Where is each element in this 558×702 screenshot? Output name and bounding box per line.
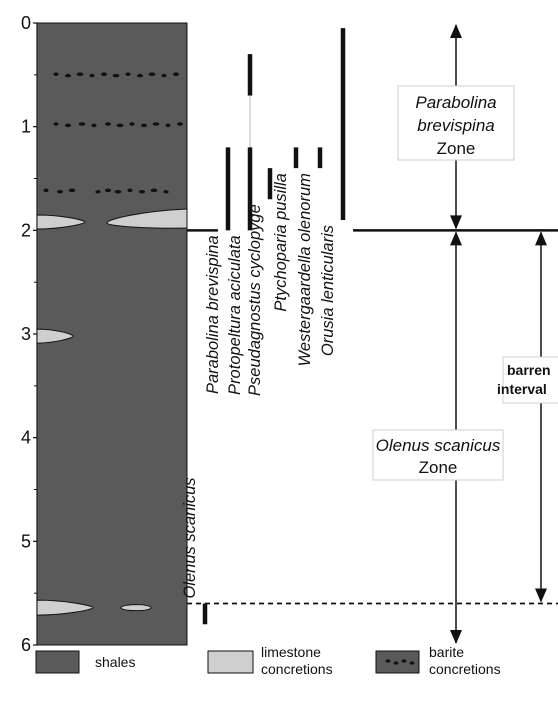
barite-nodule bbox=[139, 189, 145, 194]
taxon-label-olenus-scanicus: Olenus scanicus bbox=[181, 477, 199, 598]
barite-nodule bbox=[89, 73, 95, 78]
barite-nodule bbox=[105, 188, 111, 193]
zone-name: Olenus scanicus bbox=[376, 436, 501, 455]
taxon-label-pseudagnostus-cyclopyge: Pseudagnostus cyclopyge bbox=[246, 204, 264, 396]
barite-nodule bbox=[53, 122, 59, 126]
barite-nodule bbox=[163, 189, 169, 194]
arrow-head bbox=[450, 215, 462, 230]
barite-nodule bbox=[152, 122, 160, 126]
barren-label-line1: barren bbox=[507, 362, 551, 378]
legend-label-limestone-line1: limestone bbox=[261, 644, 321, 660]
taxon-label-orusia-lenticularis: Orusia lenticularis bbox=[319, 225, 337, 356]
legend-barite-dot bbox=[385, 659, 391, 663]
arrow-head bbox=[450, 231, 462, 246]
legend-barite-dot bbox=[409, 661, 415, 665]
arrow-head bbox=[450, 24, 462, 38]
taxon-label-parabolina-brevispina: Parabolina brevispina bbox=[204, 235, 222, 394]
barite-nodule bbox=[68, 188, 76, 193]
axis-tick-label: 4 bbox=[21, 428, 31, 448]
barite-nodule bbox=[137, 73, 143, 78]
zone-arrows: Parabolina brevispina Zone Olenus scanicus Z… bbox=[372, 24, 515, 644]
depth-axis: 0 1 2 3 4 5 6 bbox=[21, 13, 38, 655]
axis-tick-label: 1 bbox=[21, 117, 31, 137]
barite-nodule bbox=[173, 72, 179, 77]
barite-nodule bbox=[101, 72, 107, 77]
axis-tick-label: 6 bbox=[21, 635, 31, 655]
barite-nodule bbox=[105, 122, 111, 126]
barite-nodule bbox=[127, 188, 133, 193]
limestone-concretion bbox=[36, 214, 86, 230]
legend-label-barite-line1: barite bbox=[429, 644, 464, 660]
barite-nodule bbox=[91, 123, 97, 128]
barite-nodule bbox=[150, 188, 158, 193]
barite-nodule bbox=[53, 72, 59, 77]
barite-nodule bbox=[165, 123, 171, 128]
barren-interval: barren interval bbox=[497, 231, 558, 603]
arrow-head bbox=[450, 630, 462, 644]
legend-swatch-shales bbox=[35, 650, 80, 674]
zone-name-line2: brevispina bbox=[417, 116, 495, 135]
barite-nodule bbox=[43, 188, 49, 193]
axis-tick-label: 0 bbox=[21, 13, 31, 33]
barren-arrow-head-top bbox=[535, 231, 547, 246]
barite-nodule bbox=[76, 72, 84, 77]
barite-nodule bbox=[112, 73, 120, 78]
zone-label-box bbox=[372, 429, 504, 481]
barite-nodule bbox=[65, 123, 71, 128]
legend-label-limestone-line2: concretions bbox=[261, 661, 333, 677]
axis-tick-label: 3 bbox=[21, 324, 31, 344]
barite-nodule bbox=[116, 123, 124, 128]
taxon-ranges: Olenus scanicus Parabolina brevispina Prot… bbox=[181, 28, 346, 625]
legend-label-shales: shales bbox=[95, 654, 135, 670]
taxon-label-protopeltura-aciculata: Protopeltura aciculata bbox=[226, 235, 244, 395]
zone-word: Zone bbox=[437, 139, 476, 158]
barite-nodule bbox=[125, 72, 131, 77]
limestone-concretion bbox=[120, 604, 152, 612]
barite-nodule bbox=[161, 73, 167, 78]
barite-nodule bbox=[95, 189, 101, 194]
barite-nodule bbox=[65, 73, 71, 78]
axis-tick-label: 5 bbox=[21, 531, 31, 551]
zone-label-box bbox=[397, 85, 515, 161]
zone-name-line1: Parabolina bbox=[415, 93, 496, 112]
barite-nodule bbox=[141, 123, 147, 128]
barren-label-line2: interval bbox=[497, 381, 547, 397]
legend-label-barite-line2: concretions bbox=[429, 661, 501, 677]
lithology-column bbox=[36, 22, 188, 646]
barite-nodule bbox=[114, 189, 122, 194]
limestone-concretion bbox=[36, 599, 94, 616]
barren-label-box bbox=[502, 356, 558, 404]
barren-arrow-head-bottom bbox=[535, 588, 547, 603]
zone-word: Zone bbox=[419, 458, 458, 477]
limestone-concretion bbox=[106, 208, 188, 229]
limestone-concretion bbox=[36, 328, 74, 344]
taxon-label-ptychoparia-pusilla: Ptychoparia pusilla bbox=[272, 173, 290, 312]
barite-nodule bbox=[177, 122, 183, 126]
barite-nodule bbox=[129, 122, 135, 126]
barite-nodule bbox=[148, 72, 156, 77]
legend-barite-dot bbox=[401, 659, 407, 663]
legend-swatch-limestone bbox=[207, 650, 254, 674]
barite-nodule bbox=[78, 122, 86, 126]
legend: shaleslimestoneconcretionsbariteconcreti… bbox=[35, 644, 501, 677]
boundary-lines bbox=[187, 229, 558, 605]
axis-tick-label: 2 bbox=[21, 220, 31, 240]
barite-nodule bbox=[57, 189, 63, 194]
legend-barite-dot bbox=[393, 661, 399, 665]
taxon-label-westergaardella-olenorum: Westergaardella olenorum bbox=[296, 173, 314, 366]
